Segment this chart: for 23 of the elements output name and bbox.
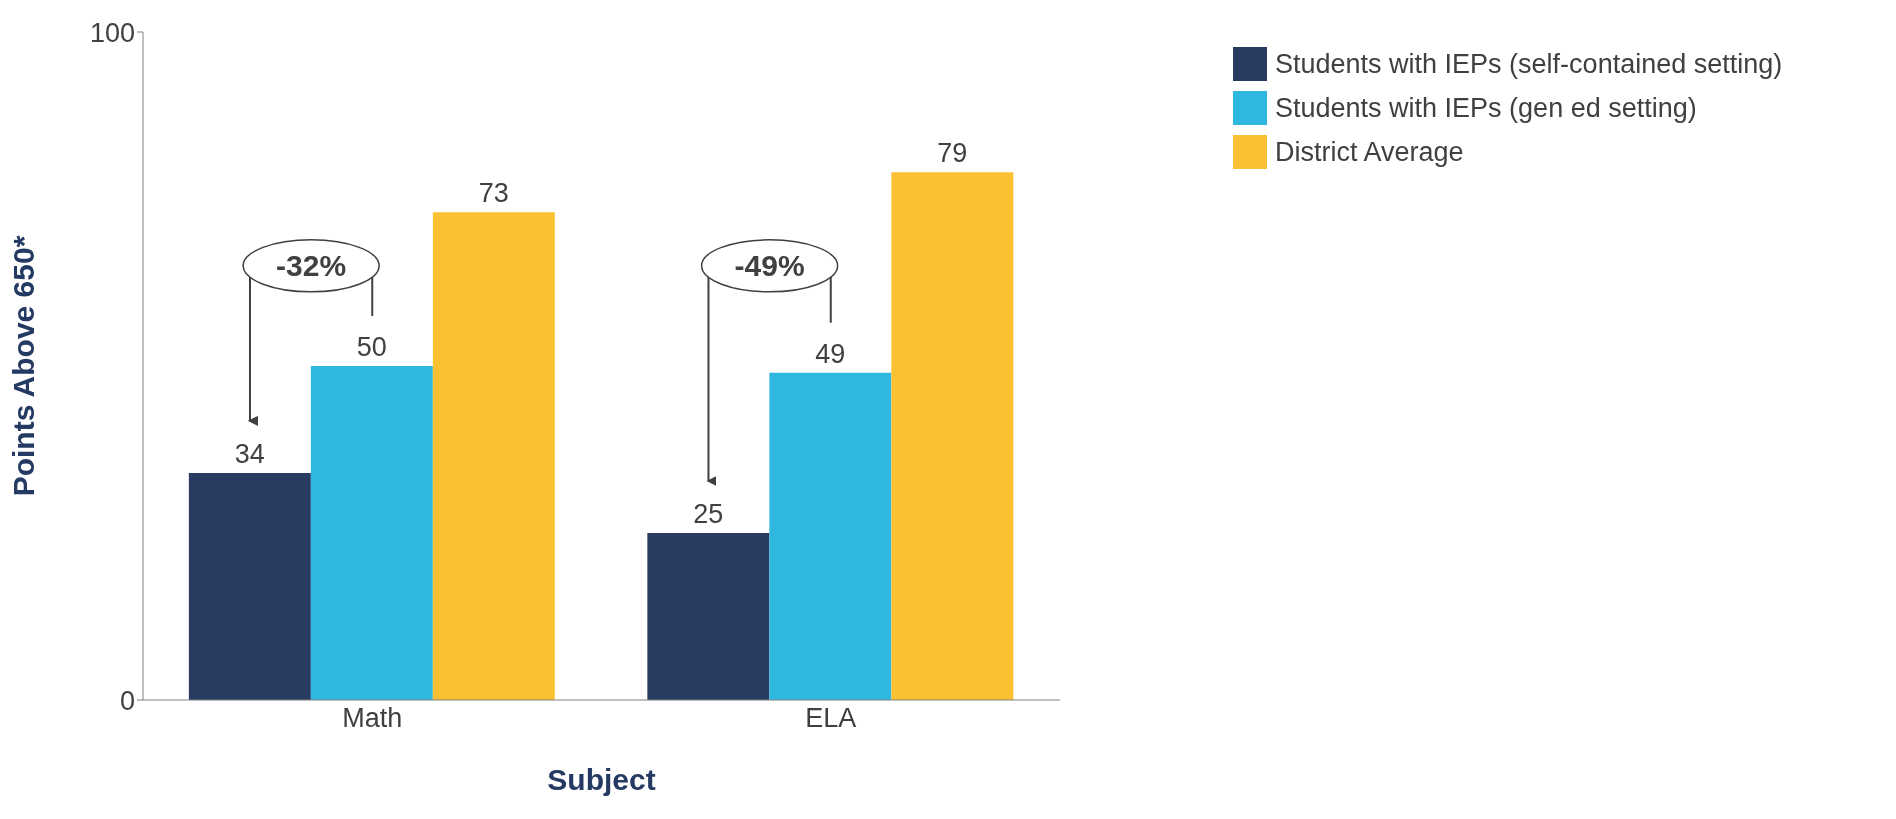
- legend-label: Students with IEPs (self-contained setting): [1275, 48, 1783, 80]
- bar: [188, 472, 311, 700]
- annotation: -32%: [276, 249, 347, 283]
- legend-label: District Average: [1275, 136, 1464, 168]
- x-tick-label: Math: [342, 703, 403, 734]
- legend-label: Students with IEPs (gen ed setting): [1275, 92, 1697, 124]
- x-tick-label: ELA: [805, 703, 857, 734]
- bar: [769, 372, 892, 700]
- data-label: 49: [815, 338, 846, 369]
- y-tick-label: 100: [89, 17, 135, 48]
- annotation: -49%: [734, 249, 805, 283]
- data-label: 73: [478, 178, 509, 209]
- data-label: 25: [693, 499, 724, 529]
- bar: [310, 366, 433, 700]
- y-tick-label: 0: [119, 685, 135, 716]
- bar: [891, 172, 1014, 700]
- y-axis-title: Points Above 650*: [6, 235, 40, 497]
- bar: [432, 212, 555, 700]
- data-label: 79: [937, 138, 968, 169]
- bar: [647, 533, 770, 700]
- data-label: 34: [234, 438, 265, 469]
- x-axis-title: Subject: [547, 763, 656, 796]
- data-label: 50: [356, 332, 387, 362]
